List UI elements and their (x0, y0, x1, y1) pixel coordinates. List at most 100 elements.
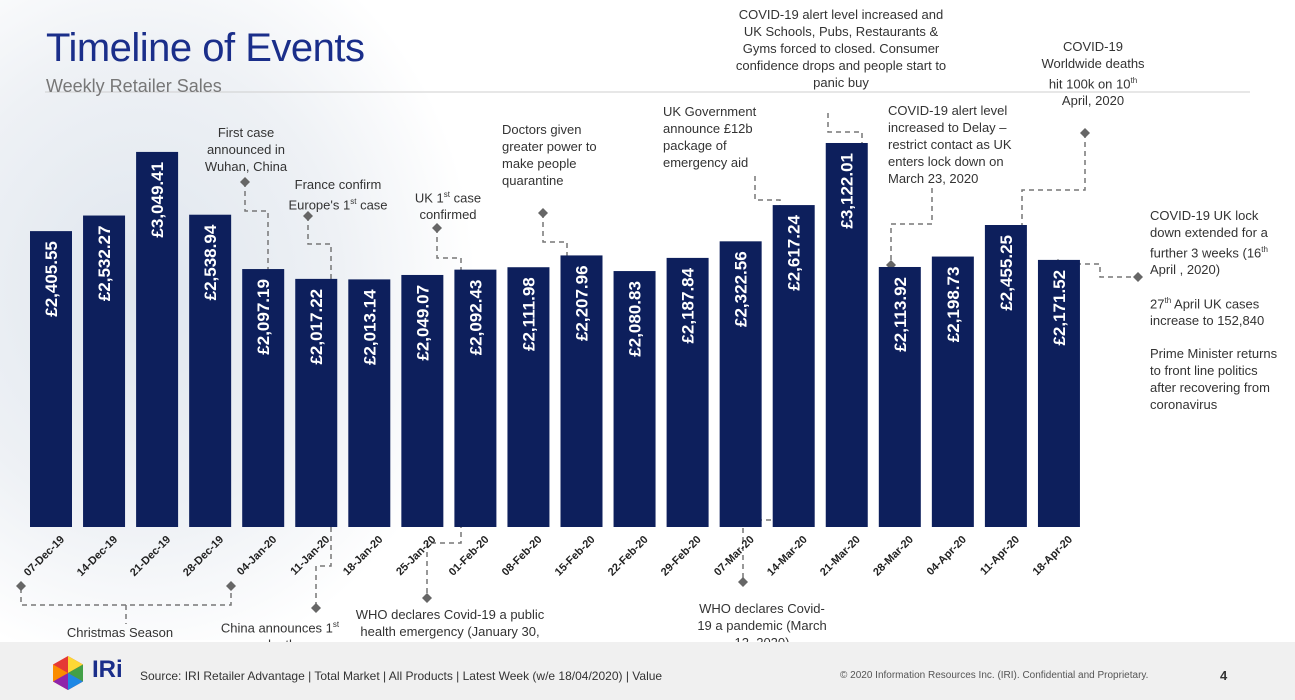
x-tick-label: 18-Jan-20 (341, 534, 385, 578)
data-label-01-Feb-20: £2,092.43 (466, 280, 485, 356)
data-label-11-Jan-20: £2,017.22 (307, 289, 326, 365)
bar-21-Mar-20 (825, 142, 868, 527)
x-axis-labels: 07-Dec-19 14-Dec-19 21-Dec-19 28-Dec-19 04-J… (22, 534, 1075, 579)
annotation-france: France confirm Europe's 1st case (288, 177, 388, 213)
x-tick-label: 07-Dec-19 (22, 534, 67, 579)
annotation-pm-return: Prime Minister returns to front line pol… (1150, 346, 1278, 412)
marker-uk-first (432, 223, 442, 233)
bar-14-Dec-19 (83, 215, 126, 527)
x-tick-label: 22-Feb-20 (606, 534, 651, 579)
bar-28-Mar-20 (878, 266, 921, 527)
data-label-28-Mar-20: £2,113.92 (891, 277, 910, 352)
annotation-delay: COVID-19 alert level increased to Delay … (888, 103, 1012, 186)
page-subtitle: Weekly Retailer Sales (46, 76, 222, 96)
connector-who-pandemic (742, 485, 782, 580)
annotation-first-case: First case announced in Wuhan, China (204, 125, 288, 174)
marker-lockdown (1133, 272, 1143, 282)
marker-christmas-left (16, 581, 26, 591)
connector-doctors (542, 213, 568, 310)
bar-29-Feb-20 (666, 257, 709, 527)
bar-07-Mar-20 (719, 241, 762, 527)
bar-21-Dec-19 (136, 151, 179, 527)
footer-band (0, 642, 1295, 700)
bar-15-Feb-20 (560, 255, 603, 528)
marker-doctors (538, 208, 548, 218)
x-tick-label: 11-Jan-20 (288, 534, 332, 578)
data-label-14-Mar-20: £2,617.24 (785, 215, 804, 291)
data-label-21-Dec-19: £3,049.41 (148, 162, 167, 238)
annotation-uk-first: UK 1st case confirmed (414, 190, 482, 223)
data-label-25-Jan-20: £2,049.07 (413, 285, 432, 361)
annotation-deaths-100k: COVID-19 Worldwide deaths hit 100k on 10… (1041, 39, 1145, 109)
bar-07-Dec-19 (30, 231, 72, 527)
marker-france (303, 211, 313, 221)
source-note: Source: IRI Retailer Advantage | Total M… (140, 669, 663, 683)
connector-china-death (315, 518, 332, 608)
bar-18-Apr-20 (1037, 259, 1080, 527)
bar-08-Feb-20 (507, 267, 550, 527)
bar-04-Jan-20 (242, 269, 285, 527)
data-label-18-Apr-20: £2,171.52 (1050, 270, 1069, 346)
data-label-04-Jan-20: £2,097.19 (254, 279, 273, 355)
x-tick-label: 15-Feb-20 (553, 534, 598, 579)
x-tick-label: 14-Dec-19 (75, 534, 120, 579)
connector-uk-aid (754, 176, 781, 275)
bar-04-Apr-20 (931, 256, 974, 527)
bar-01-Feb-20 (454, 269, 497, 527)
data-label-11-Apr-20: £2,455.25 (997, 235, 1016, 311)
iri-logo-icon (53, 656, 83, 690)
annotation-alert-increase: COVID-19 alert level increased and UK Sc… (735, 7, 947, 90)
connector-christmas (20, 588, 232, 606)
bar-14-Mar-20 (772, 205, 815, 528)
bar-group: £2,405.55 £2,532.27 £3,049.41 £2,538.94 £2,0… (30, 142, 1080, 528)
bar-11-Jan-20 (295, 278, 338, 527)
data-label-18-Jan-20: £2,013.14 (360, 289, 379, 365)
x-tick-label: 28-Dec-19 (181, 534, 226, 579)
x-tick-label: 04-Jan-20 (235, 534, 279, 578)
annotation-uk-aid: UK Government announce £12b package of e… (663, 104, 757, 170)
x-tick-label: 08-Feb-20 (500, 534, 545, 579)
bar-18-Jan-20 (348, 279, 391, 527)
x-tick-label: 21-Mar-20 (818, 534, 863, 579)
marker-who-pandemic (738, 577, 748, 587)
annotation-doctors: Doctors given greater power to make peop… (502, 122, 597, 188)
x-tick-label: 11-Apr-20 (978, 534, 1022, 578)
marker-first-case (240, 177, 250, 187)
x-tick-label: 14-Mar-20 (765, 534, 810, 579)
x-tick-label: 21-Dec-19 (128, 534, 173, 579)
marker-christmas-right (226, 581, 236, 591)
copyright-note: © 2020 Information Resources Inc. (IRI).… (840, 670, 1149, 681)
x-tick-label: 18-Apr-20 (1031, 534, 1075, 578)
bar-11-Apr-20 (984, 225, 1027, 527)
data-label-07-Dec-19: £2,405.55 (42, 241, 61, 317)
connector-deaths-100k (1021, 133, 1086, 245)
bar-25-Jan-20 (401, 274, 444, 527)
data-label-07-Mar-20: £2,322.56 (732, 251, 751, 327)
data-label-21-Mar-20: £3,122.01 (838, 153, 857, 229)
marker-china-death (311, 603, 321, 613)
annotation-uk-cases: 27th April UK cases increase to 152,840 (1150, 296, 1265, 329)
annotation-christmas: Christmas Season (66, 625, 174, 640)
page-number: 4 (1220, 668, 1228, 683)
marker-who-emergency (422, 593, 432, 603)
data-label-04-Apr-20: £2,198.73 (944, 267, 963, 343)
data-label-08-Feb-20: £2,111.98 (519, 277, 538, 351)
x-tick-label: 01-Feb-20 (447, 534, 492, 579)
connector-delay (890, 188, 933, 265)
data-label-22-Feb-20: £2,080.83 (626, 281, 645, 357)
bar-22-Feb-20 (613, 271, 656, 527)
x-tick-label: 29-Feb-20 (659, 534, 704, 579)
bar-28-Dec-19 (189, 214, 232, 527)
data-label-15-Feb-20: £2,207.96 (573, 265, 592, 341)
annotation-lockdown-extended: COVID-19 UK lock down extended for a fur… (1150, 208, 1268, 278)
x-tick-label: 25-Jan-20 (394, 534, 438, 578)
connector-who-emergency (426, 490, 483, 598)
marker-deaths-100k (1080, 128, 1090, 138)
connector-france (307, 216, 332, 312)
data-label-28-Dec-19: £2,538.94 (201, 224, 220, 300)
connector-first-case (244, 182, 269, 278)
x-tick-label: 04-Apr-20 (925, 534, 969, 578)
x-tick-label: 28-Mar-20 (871, 534, 916, 579)
data-label-14-Dec-19: £2,532.27 (95, 226, 114, 302)
